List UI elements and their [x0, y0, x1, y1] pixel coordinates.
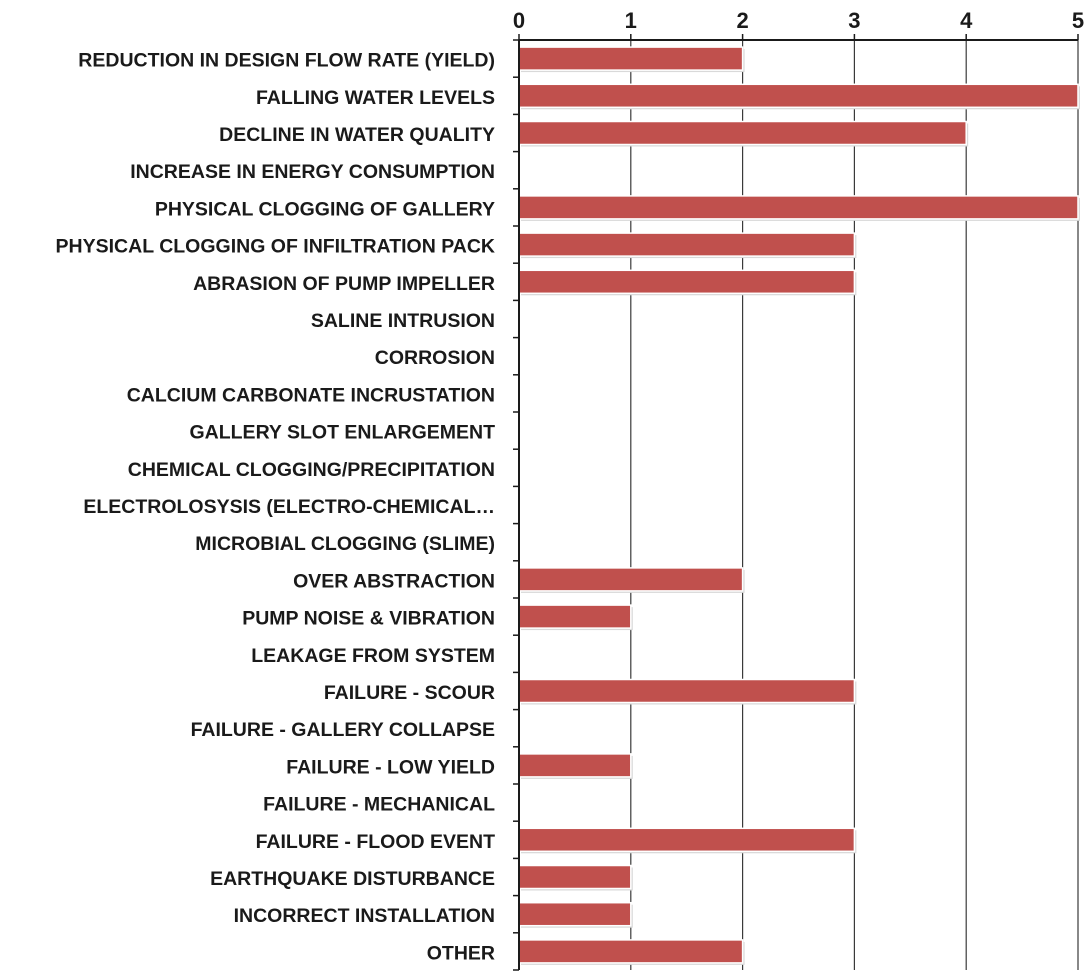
bar-15 [518, 604, 632, 629]
category-label-24: OTHER [427, 942, 495, 964]
bar-17 [518, 678, 856, 704]
category-label-5: PHYSICAL CLOGGING OF INFILTRATION PACK [56, 236, 495, 258]
category-label-18: FAILURE - GALLERY COLLAPSE [191, 719, 495, 741]
x-tick-label-4: 4 [960, 8, 973, 33]
bar-2 [518, 120, 967, 146]
bar-6 [518, 269, 856, 295]
category-label-13: MICROBIAL CLOGGING (SLIME) [195, 533, 495, 555]
bar-14 [518, 567, 744, 592]
bar-22 [518, 864, 632, 890]
bar-21 [518, 827, 856, 853]
bar-5 [518, 232, 856, 257]
bar-0 [518, 46, 744, 71]
category-label-19: FAILURE - LOW YIELD [286, 756, 495, 778]
bar-24 [518, 939, 744, 964]
category-label-14: OVER ABSTRACTION [293, 570, 495, 592]
axes [513, 34, 1079, 971]
bar-1 [518, 83, 1079, 109]
bar-23 [518, 901, 632, 927]
category-label-6: ABRASION OF PUMP IMPELLER [193, 273, 495, 295]
category-label-22: EARTHQUAKE DISTURBANCE [210, 868, 495, 890]
category-label-1: FALLING WATER LEVELS [256, 87, 495, 109]
gridlines [630, 40, 1079, 970]
category-label-11: CHEMICAL CLOGGING/PRECIPITATION [128, 459, 495, 481]
bar-19 [518, 753, 632, 778]
category-label-0: REDUCTION IN DESIGN FLOW RATE (YIELD) [78, 50, 495, 72]
category-labels: REDUCTION IN DESIGN FLOW RATE (YIELD) FAL… [56, 50, 496, 965]
category-label-8: CORROSION [375, 347, 495, 369]
bar-4 [518, 195, 1079, 220]
category-label-9: CALCIUM CARBONATE INCRUSTATION [127, 384, 495, 406]
x-tick-label-5: 5 [1072, 8, 1084, 33]
category-label-12: ELECTROLOSYSIS (ELECTRO-CHEMICAL… [83, 496, 495, 518]
x-tick-label-3: 3 [848, 8, 860, 33]
category-label-20: FAILURE - MECHANICAL [263, 794, 495, 816]
bars [518, 46, 1080, 965]
category-label-7: SALINE INTRUSION [311, 310, 495, 332]
x-tick-label-2: 2 [736, 8, 748, 33]
category-label-16: LEAKAGE FROM SYSTEM [251, 645, 495, 667]
category-label-10: GALLERY SLOT ENLARGEMENT [189, 422, 495, 444]
category-label-3: INCREASE IN ENERGY CONSUMPTION [130, 161, 495, 183]
category-label-17: FAILURE - SCOUR [324, 682, 495, 704]
x-tick-label-1: 1 [625, 8, 637, 33]
x-tick-labels: 0 1 2 3 4 5 [513, 8, 1084, 33]
category-label-21: FAILURE - FLOOD EVENT [256, 831, 496, 853]
category-label-23: INCORRECT INSTALLATION [234, 905, 495, 927]
x-tick-label-0: 0 [513, 8, 525, 33]
category-label-4: PHYSICAL CLOGGING OF GALLERY [155, 198, 495, 220]
category-label-2: DECLINE IN WATER QUALITY [219, 124, 495, 146]
category-label-15: PUMP NOISE & VIBRATION [242, 608, 495, 630]
